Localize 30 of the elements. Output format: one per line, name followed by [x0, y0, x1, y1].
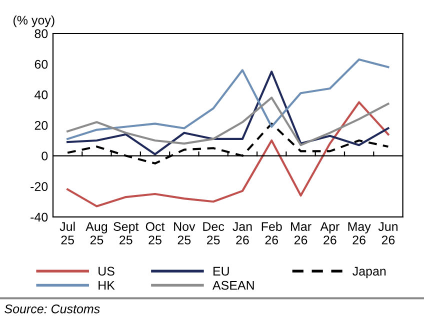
- x-tick-label: Aug 25: [86, 222, 108, 244]
- y-tick-label: -40: [30, 212, 48, 222]
- line-series: [66, 58, 390, 140]
- x-tick-label: Nov 25: [174, 222, 196, 244]
- y-tick-label: -20: [30, 182, 48, 191]
- line-series: [66, 70, 390, 156]
- legend-label: HK: [98, 281, 115, 290]
- x-tick-label: Dec 25: [203, 222, 224, 244]
- source-note: Source: Customs: [4, 304, 100, 314]
- y-tick-label: 80: [34, 29, 48, 38]
- legend-label: US: [98, 266, 114, 276]
- legend-label: EU: [213, 266, 229, 276]
- line-series: [66, 96, 390, 146]
- x-tick-label: Mar 26: [291, 222, 312, 244]
- x-tick-label: Apr 26: [320, 222, 340, 244]
- x-tick-label: Jun 26: [378, 222, 398, 244]
- x-tick-label: Sept 25: [114, 222, 139, 244]
- legend-label: ASEAN: [212, 280, 254, 290]
- y-axis-title: (% yoy): [13, 15, 54, 28]
- x-tick-label: May 26: [348, 222, 371, 244]
- y-tick-label: 60: [34, 60, 48, 69]
- y-tick-label: 20: [34, 121, 48, 130]
- y-tick-label: 40: [34, 90, 48, 100]
- x-tick-label: Jan 26: [232, 222, 252, 244]
- line-series: [66, 101, 390, 208]
- x-tick-label: Feb 26: [262, 222, 282, 244]
- x-tick-label: Oct 25: [146, 222, 165, 244]
- y-tick-label: 0: [42, 152, 48, 160]
- legend-label: Japan: [352, 266, 386, 278]
- x-tick-label: Jul 25: [60, 222, 75, 244]
